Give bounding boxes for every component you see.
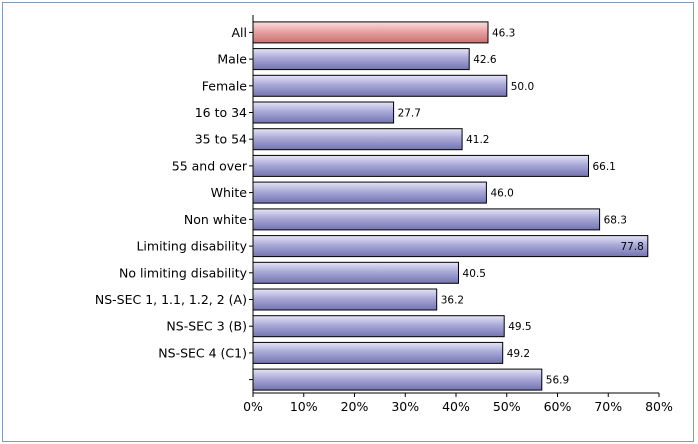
bar-6 <box>252 154 589 177</box>
category-label-8: Non white <box>184 212 247 227</box>
x-tick-label-9: 80% <box>645 399 673 414</box>
x-tick-label-2: 10% <box>290 399 318 414</box>
x-tick-label-8: 70% <box>594 399 622 414</box>
value-label-3: 50.0 <box>511 81 534 93</box>
x-tick-label-7: 60% <box>544 399 572 414</box>
value-label-5: 41.2 <box>466 134 489 146</box>
bar-4 <box>252 101 395 124</box>
value-label-7: 46.0 <box>490 188 513 200</box>
bar-11 <box>252 288 438 311</box>
value-label-6: 66.1 <box>592 161 615 173</box>
bar-10 <box>252 261 459 284</box>
category-label-4: 16 to 34 <box>195 105 247 120</box>
category-label-2: Male <box>217 52 247 67</box>
category-label-9: Limiting disability <box>136 239 247 254</box>
x-tick-label-1: 0% <box>243 399 263 414</box>
bar-5 <box>252 128 463 151</box>
category-label-3: Female <box>202 78 248 93</box>
value-label-9: 77.8 <box>620 241 643 253</box>
bar-9 <box>252 235 649 258</box>
bars-group: 46.3 42.6 50.0 27.7 41.2 66.1 46.0 68.3 77.8 40.5… <box>252 21 649 391</box>
bar-7 <box>252 181 487 204</box>
bar-12 <box>252 315 505 338</box>
x-tick-label-5: 40% <box>442 399 470 414</box>
value-label-11: 36.2 <box>441 295 464 307</box>
bar-1 <box>252 21 489 44</box>
category-label-13: NS-SEC 4 (C1) <box>158 345 247 360</box>
bar-3 <box>252 74 508 97</box>
category-label-11: NS-SEC 1, 1.1, 1.2, 2 (A) <box>95 292 247 307</box>
bar-13 <box>252 341 504 364</box>
bar-8 <box>252 208 601 231</box>
category-label-10: No limiting disability <box>119 265 248 280</box>
value-label-14: 56.9 <box>546 375 569 387</box>
bar-2 <box>252 48 470 71</box>
category-label-5: 35 to 54 <box>195 132 247 147</box>
value-label-12: 49.5 <box>508 321 531 333</box>
category-label-1: All <box>232 25 248 40</box>
x-tick-label-6: 50% <box>493 399 521 414</box>
value-label-2: 42.6 <box>473 54 497 66</box>
x-tick-label-4: 30% <box>391 399 419 414</box>
axes-group: All Male Female 16 to 34 35 to 54 55 and over… <box>95 15 673 414</box>
category-label-12: NS-SEC 3 (B) <box>166 319 247 334</box>
category-label-7: White <box>211 185 248 200</box>
value-label-1: 46.3 <box>492 27 515 39</box>
x-tick-label-3: 20% <box>341 399 369 414</box>
bar-14 <box>252 368 543 391</box>
bar-chart: 46.3 42.6 50.0 27.7 41.2 66.1 46.0 68.3 77.8 40.5… <box>95 15 673 414</box>
value-label-4: 27.7 <box>398 108 421 120</box>
value-label-8: 68.3 <box>604 214 627 226</box>
value-label-10: 40.5 <box>463 268 486 280</box>
category-label-6: 55 and over <box>172 158 248 173</box>
value-label-13: 49.2 <box>507 348 530 360</box>
